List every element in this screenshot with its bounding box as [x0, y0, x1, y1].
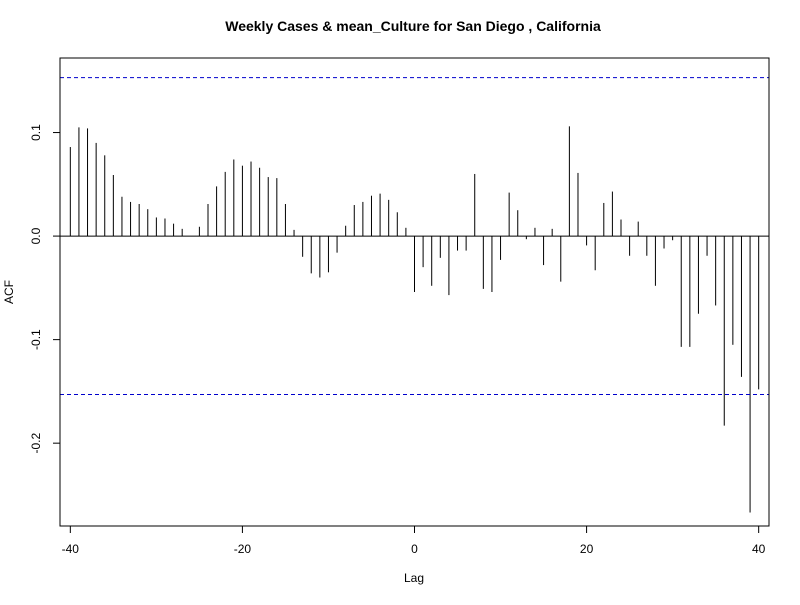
x-axis-label: Lag — [404, 571, 424, 585]
x-tick-label: 40 — [752, 542, 766, 556]
y-tick-label: -0.2 — [29, 433, 43, 454]
chart-title: Weekly Cases & mean_Culture for San Dieg… — [225, 18, 601, 34]
x-tick-label: -20 — [234, 542, 252, 556]
x-tick-label: 20 — [580, 542, 594, 556]
y-axis-label: ACF — [2, 280, 16, 304]
y-tick-label: 0.0 — [29, 227, 43, 244]
y-axis: -0.2 -0.1 0.0 0.1 — [29, 124, 61, 454]
x-axis: -40 -20 0 20 40 — [62, 525, 766, 556]
x-tick-label: 0 — [411, 542, 418, 556]
x-tick-label: -40 — [62, 542, 80, 556]
y-tick-label: -0.1 — [29, 329, 43, 350]
y-tick-label: 0.1 — [29, 124, 43, 141]
acf-bars — [69, 126, 760, 513]
confidence-bounds — [60, 77, 769, 396]
